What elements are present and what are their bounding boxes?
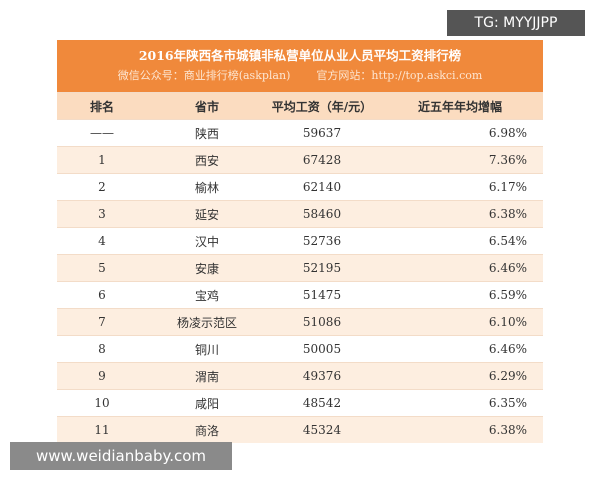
cell: 52736	[267, 227, 377, 255]
table-row: 2 榆林 62140 6.17%	[57, 173, 543, 201]
cell: 1	[57, 146, 147, 174]
cell: 咸阳	[147, 389, 267, 417]
cell: 59637	[267, 119, 377, 147]
title-bar: 2016年陕西各市城镇非私营单位从业人员平均工资排行榜 微信公众号：商业排行榜(…	[57, 40, 543, 92]
cell: 汉中	[147, 227, 267, 255]
cell: 6.46%	[377, 335, 543, 363]
cell: 7.36%	[377, 146, 543, 174]
cell: 6.38%	[377, 200, 543, 228]
cell: 4	[57, 227, 147, 255]
cell: 6	[57, 281, 147, 309]
table: 排名 省市 平均工资（年/元） 近五年年均增幅 —— 陕西 59637 6.98% 1 西安 674…	[57, 92, 543, 443]
cell: 11	[57, 416, 147, 443]
cell: 50005	[267, 335, 377, 363]
cell: 49376	[267, 362, 377, 390]
cell: 渭南	[147, 362, 267, 390]
cell: 6.98%	[377, 119, 543, 147]
table-row: 8 铜川 50005 6.46%	[57, 335, 543, 363]
table-row: 11 商洛 45324 6.38%	[57, 416, 543, 443]
table-row: 10 咸阳 48542 6.35%	[57, 389, 543, 417]
cell: 62140	[267, 173, 377, 201]
cell: 6.38%	[377, 416, 543, 443]
table-row: 5 安康 52195 6.46%	[57, 254, 543, 282]
cell: 6.35%	[377, 389, 543, 417]
cell: 45324	[267, 416, 377, 443]
table-row: 1 西安 67428 7.36%	[57, 146, 543, 174]
cell: 52195	[267, 254, 377, 282]
cell: 6.29%	[377, 362, 543, 390]
table-row: 7 杨凌示范区 51086 6.10%	[57, 308, 543, 336]
ranking-table: 2016年陕西各市城镇非私营单位从业人员平均工资排行榜 微信公众号：商业排行榜(…	[57, 40, 543, 443]
table-row: —— 陕西 59637 6.98%	[57, 119, 543, 147]
cell: 48542	[267, 389, 377, 417]
cell: 陕西	[147, 119, 267, 147]
cell: 67428	[267, 146, 377, 174]
cell: ——	[57, 119, 147, 147]
cell: 宝鸡	[147, 281, 267, 309]
column-header: 排名	[57, 92, 147, 120]
cell: 杨凌示范区	[147, 308, 267, 336]
cell: 6.59%	[377, 281, 543, 309]
cell: 9	[57, 362, 147, 390]
cell: 3	[57, 200, 147, 228]
cell: 西安	[147, 146, 267, 174]
column-header: 近五年年均增幅	[377, 92, 543, 120]
cell: 6.46%	[377, 254, 543, 282]
cell: 延安	[147, 200, 267, 228]
cell: 58460	[267, 200, 377, 228]
wechat: 微信公众号：商业排行榜(askplan)	[117, 69, 291, 82]
watermark-bottom: www.weidianbaby.com	[10, 442, 232, 470]
cell: 6.10%	[377, 308, 543, 336]
column-header: 平均工资（年/元）	[267, 92, 377, 120]
column-header: 省市	[147, 92, 267, 120]
cell: 51475	[267, 281, 377, 309]
cell: 铜川	[147, 335, 267, 363]
website: 官方网站：http://top.askci.com	[316, 69, 483, 82]
subtitle: 微信公众号：商业排行榜(askplan) 官方网站：http://top.ask…	[57, 66, 543, 86]
table-row: 9 渭南 49376 6.29%	[57, 362, 543, 390]
cell: 6.17%	[377, 173, 543, 201]
table-row: 4 汉中 52736 6.54%	[57, 227, 543, 255]
cell: 51086	[267, 308, 377, 336]
cell: 安康	[147, 254, 267, 282]
cell: 6.54%	[377, 227, 543, 255]
title: 2016年陕西各市城镇非私营单位从业人员平均工资排行榜	[138, 48, 462, 63]
cell: 8	[57, 335, 147, 363]
cell: 7	[57, 308, 147, 336]
table-row: 6 宝鸡 51475 6.59%	[57, 281, 543, 309]
cell: 10	[57, 389, 147, 417]
cell: 5	[57, 254, 147, 282]
table-row: 3 延安 58460 6.38%	[57, 200, 543, 228]
cell: 商洛	[147, 416, 267, 443]
cell: 榆林	[147, 173, 267, 201]
watermark-top: TG: MYYJJPP	[447, 10, 585, 36]
header-row: 排名 省市 平均工资（年/元） 近五年年均增幅	[57, 92, 543, 120]
cell: 2	[57, 173, 147, 201]
